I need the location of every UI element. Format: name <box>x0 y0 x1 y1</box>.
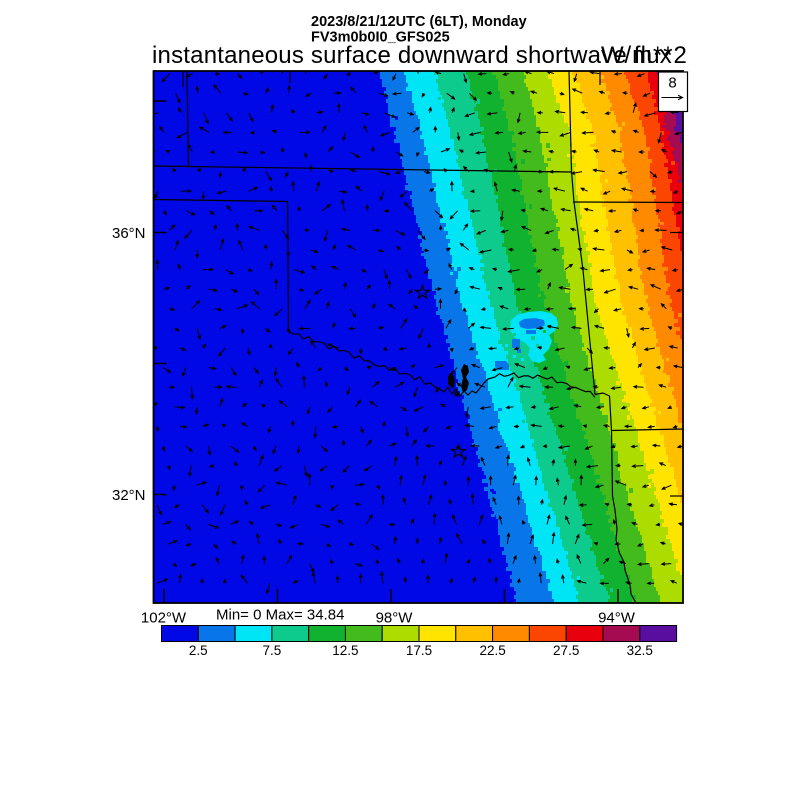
svg-text:32.5: 32.5 <box>627 643 653 658</box>
svg-text:22.5: 22.5 <box>479 643 505 658</box>
svg-text:102°W: 102°W <box>141 610 187 627</box>
svg-text:98°W: 98°W <box>376 610 414 627</box>
svg-text:32°N: 32°N <box>112 487 146 504</box>
svg-text:12.5: 12.5 <box>332 643 358 658</box>
svg-text:36°N: 36°N <box>112 225 146 242</box>
svg-text:2.5: 2.5 <box>189 643 208 658</box>
svg-text:27.5: 27.5 <box>553 643 579 658</box>
svg-text:Min= 0 Max= 34.84: Min= 0 Max= 34.84 <box>216 607 344 624</box>
svg-text:instantaneous surface downward: instantaneous surface downward shortwave… <box>152 42 672 69</box>
svg-text:FV3m0b0I0_GFS025: FV3m0b0I0_GFS025 <box>311 30 450 46</box>
svg-text:2023/8/21/12UTC (6LT), Monday: 2023/8/21/12UTC (6LT), Monday <box>311 14 527 30</box>
svg-text:17.5: 17.5 <box>406 643 432 658</box>
svg-text:7.5: 7.5 <box>263 643 282 658</box>
svg-text:94°W: 94°W <box>598 610 636 627</box>
svg-text:8: 8 <box>668 75 676 92</box>
svg-text:W/m**2: W/m**2 <box>601 42 688 69</box>
